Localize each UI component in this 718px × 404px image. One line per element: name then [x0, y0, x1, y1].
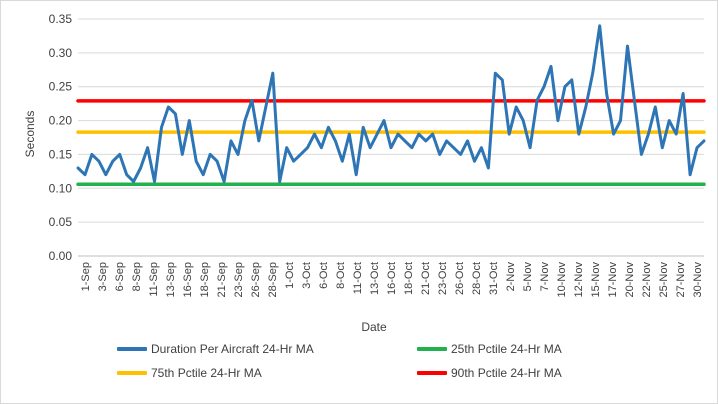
x-axis-label: Date — [361, 320, 387, 334]
y-tick-label: 0.00 — [49, 249, 73, 263]
x-tick-label: 12-Nov — [573, 262, 585, 298]
x-tick-label: 10-Nov — [556, 262, 568, 298]
x-tick-label: 28-Oct — [471, 262, 483, 295]
x-tick-label: 8-Sep — [131, 262, 143, 291]
x-tick-label: 21-Sep — [216, 262, 228, 297]
x-tick-label: 31-Oct — [488, 262, 500, 295]
x-tick-label: 16-Sep — [182, 262, 194, 297]
y-tick-label: 0.35 — [49, 12, 73, 26]
x-tick-label: 28-Sep — [267, 262, 279, 297]
x-tick-label: 2-Nov — [505, 262, 517, 292]
x-tick-label: 6-Oct — [318, 262, 330, 289]
x-tick-label: 23-Oct — [437, 262, 449, 295]
x-tick-label: 18-Sep — [199, 262, 211, 297]
x-tick-label: 15-Nov — [590, 262, 602, 298]
x-tick-label: 22-Nov — [641, 262, 653, 298]
x-tick-label: 20-Nov — [624, 262, 636, 298]
y-axis-ticks: 0.00 0.05 0.10 0.15 0.20 0.25 0.30 0.35 — [49, 12, 73, 263]
x-tick-label: 18-Oct — [403, 262, 415, 295]
y-tick-label: 0.15 — [49, 147, 73, 161]
x-tick-label: 7-Nov — [539, 262, 551, 292]
x-tick-label: 13-Oct — [369, 262, 381, 295]
x-tick-label: 26-Sep — [250, 262, 262, 297]
x-tick-label: 21-Oct — [420, 262, 432, 295]
series-line-0 — [76, 24, 706, 183]
y-axis-label: Seconds — [23, 111, 37, 158]
x-tick-label: 6-Sep — [114, 262, 126, 291]
x-tick-label: 17-Nov — [607, 262, 619, 298]
x-tick-label: 16-Oct — [386, 262, 398, 295]
x-tick-label: 23-Sep — [233, 262, 245, 297]
x-tick-label: 11-Oct — [352, 262, 364, 294]
x-tick-label: 1-Oct — [284, 262, 296, 289]
x-tick-label: 27-Nov — [675, 262, 687, 298]
x-tick-label: 1-Sep — [80, 262, 92, 291]
x-tick-label: 3-Sep — [97, 262, 109, 291]
y-tick-label: 0.25 — [49, 80, 73, 94]
y-tick-label: 0.10 — [49, 181, 73, 195]
x-axis-ticks: 1-Sep 3-Sep 6-Sep 8-Sep 11-Sep 13-Sep 16-Sep 18… — [80, 262, 704, 298]
x-tick-label: 25-Nov — [658, 262, 670, 298]
x-tick-label: 8-Oct — [335, 262, 347, 289]
x-tick-label: 30-Nov — [692, 262, 704, 298]
x-tick-label: 26-Oct — [454, 262, 466, 295]
gridlines — [78, 18, 704, 257]
y-tick-label: 0.30 — [49, 46, 73, 60]
x-tick-label: 3-Oct — [301, 262, 313, 289]
y-tick-label: 0.05 — [49, 215, 73, 229]
y-tick-label: 0.20 — [49, 114, 73, 128]
x-tick-label: 5-Nov — [522, 262, 534, 292]
x-tick-label: 13-Sep — [165, 262, 177, 297]
x-tick-label: 11-Sep — [148, 262, 160, 297]
series-lines — [76, 24, 706, 186]
